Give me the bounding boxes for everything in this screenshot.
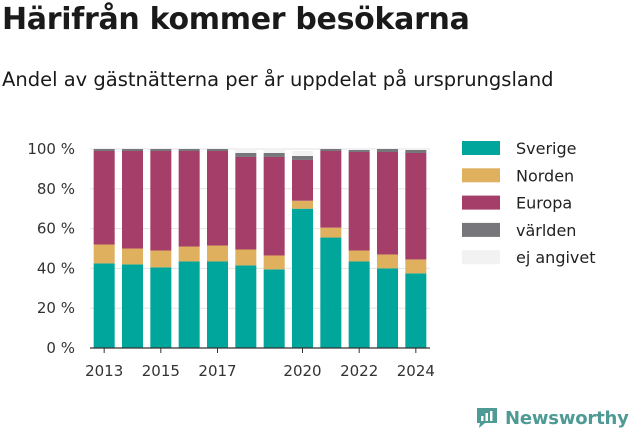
bar-segment <box>235 152 257 157</box>
bar-segment <box>150 150 172 251</box>
y-tick-label: 80 % <box>37 180 75 198</box>
bar-segment <box>405 149 427 150</box>
bar-segment <box>263 255 285 270</box>
x-tick-label: 2024 <box>397 362 435 380</box>
bar-segment <box>235 149 257 153</box>
bar-segment <box>178 246 200 262</box>
bar-segment <box>235 265 257 348</box>
bar-segment <box>150 250 172 268</box>
bar-segment <box>207 245 228 262</box>
legend-swatch <box>462 250 500 265</box>
newsworthy-logo: Newsworthy <box>475 406 629 430</box>
legend-label: Norden <box>516 166 574 185</box>
bar-segment <box>93 244 115 264</box>
stacked-bar-chart: 0 % 20 % 40 % 60 % 80 % 100 % 2013 2015 2017 2020… <box>27 139 596 380</box>
y-tick-label: 60 % <box>37 220 75 238</box>
legend-swatch <box>462 141 500 155</box>
bar-segment <box>178 149 200 151</box>
bar-segment <box>150 267 172 348</box>
bar-segment <box>320 150 342 228</box>
x-tick-label: 2020 <box>283 362 321 380</box>
legend-label: Europa <box>516 194 572 213</box>
x-tick-label: 2017 <box>198 362 236 380</box>
legend-label: ej angivet <box>516 248 596 267</box>
bar-segment <box>292 208 313 348</box>
bar-segment <box>263 156 285 256</box>
bars <box>93 149 427 348</box>
bar-segment <box>263 152 285 157</box>
bar-segment <box>122 150 143 249</box>
y-tick-label: 0 % <box>46 339 75 357</box>
bar-segment <box>405 259 427 274</box>
bar-segment <box>377 254 398 269</box>
bar-segment <box>377 149 398 152</box>
bar-segment <box>122 248 143 265</box>
chart-subtitle: Andel av gästnätterna per år uppdelat på… <box>2 68 554 91</box>
legend-swatch <box>462 195 500 210</box>
bar-segment <box>122 264 143 348</box>
brand-name: Newsworthy <box>505 407 629 429</box>
bar-segment <box>292 155 313 160</box>
x-tick-label: 2013 <box>85 362 123 380</box>
bar-segment <box>348 151 370 251</box>
bar-segment <box>207 149 228 151</box>
bar-segment <box>405 152 427 260</box>
bar-segment <box>320 237 342 348</box>
bar-segment <box>93 149 115 151</box>
bar-segment <box>178 261 200 348</box>
bar-segment <box>263 269 285 348</box>
bar-segment <box>348 250 370 262</box>
chart-title: Härifrån kommer besökarna <box>2 2 470 37</box>
y-tick-label: 100 % <box>27 140 75 158</box>
bar-segment <box>207 150 228 246</box>
bar-segment <box>235 249 257 266</box>
bar-segment <box>405 149 427 153</box>
bar-segment <box>320 149 342 151</box>
legend: Sverige Norden Europa världen ej angivet <box>462 139 596 267</box>
x-tick-label: 2015 <box>142 362 180 380</box>
y-tick-label: 40 % <box>37 259 75 277</box>
x-tick-label: 2022 <box>340 362 378 380</box>
y-tick-label: 20 % <box>37 299 75 317</box>
bar-segment <box>235 156 257 250</box>
legend-label: Sverige <box>516 139 577 158</box>
bar-segment <box>348 261 370 348</box>
bar-segment <box>263 149 285 153</box>
bar-segment <box>292 200 313 209</box>
legend-label: världen <box>516 221 576 240</box>
bar-segment <box>377 151 398 255</box>
bar-segment <box>93 263 115 348</box>
bar-segment <box>292 150 313 156</box>
bar-segment <box>348 149 370 152</box>
bar-segment <box>150 149 172 151</box>
bar-segment <box>207 261 228 348</box>
bar-segment <box>377 268 398 348</box>
bar-segment <box>348 149 370 150</box>
bar-segment <box>122 149 143 151</box>
legend-swatch <box>462 168 500 183</box>
chart-bubble-icon <box>477 408 497 428</box>
bar-segment <box>93 150 115 245</box>
bar-segment <box>405 273 427 348</box>
bar-segment <box>178 150 200 247</box>
bar-segment <box>320 227 342 238</box>
bar-segment <box>292 159 313 201</box>
legend-swatch <box>462 222 500 237</box>
axes: 0 % 20 % 40 % 60 % 80 % 100 % 2013 2015 2017 2020… <box>27 140 435 380</box>
